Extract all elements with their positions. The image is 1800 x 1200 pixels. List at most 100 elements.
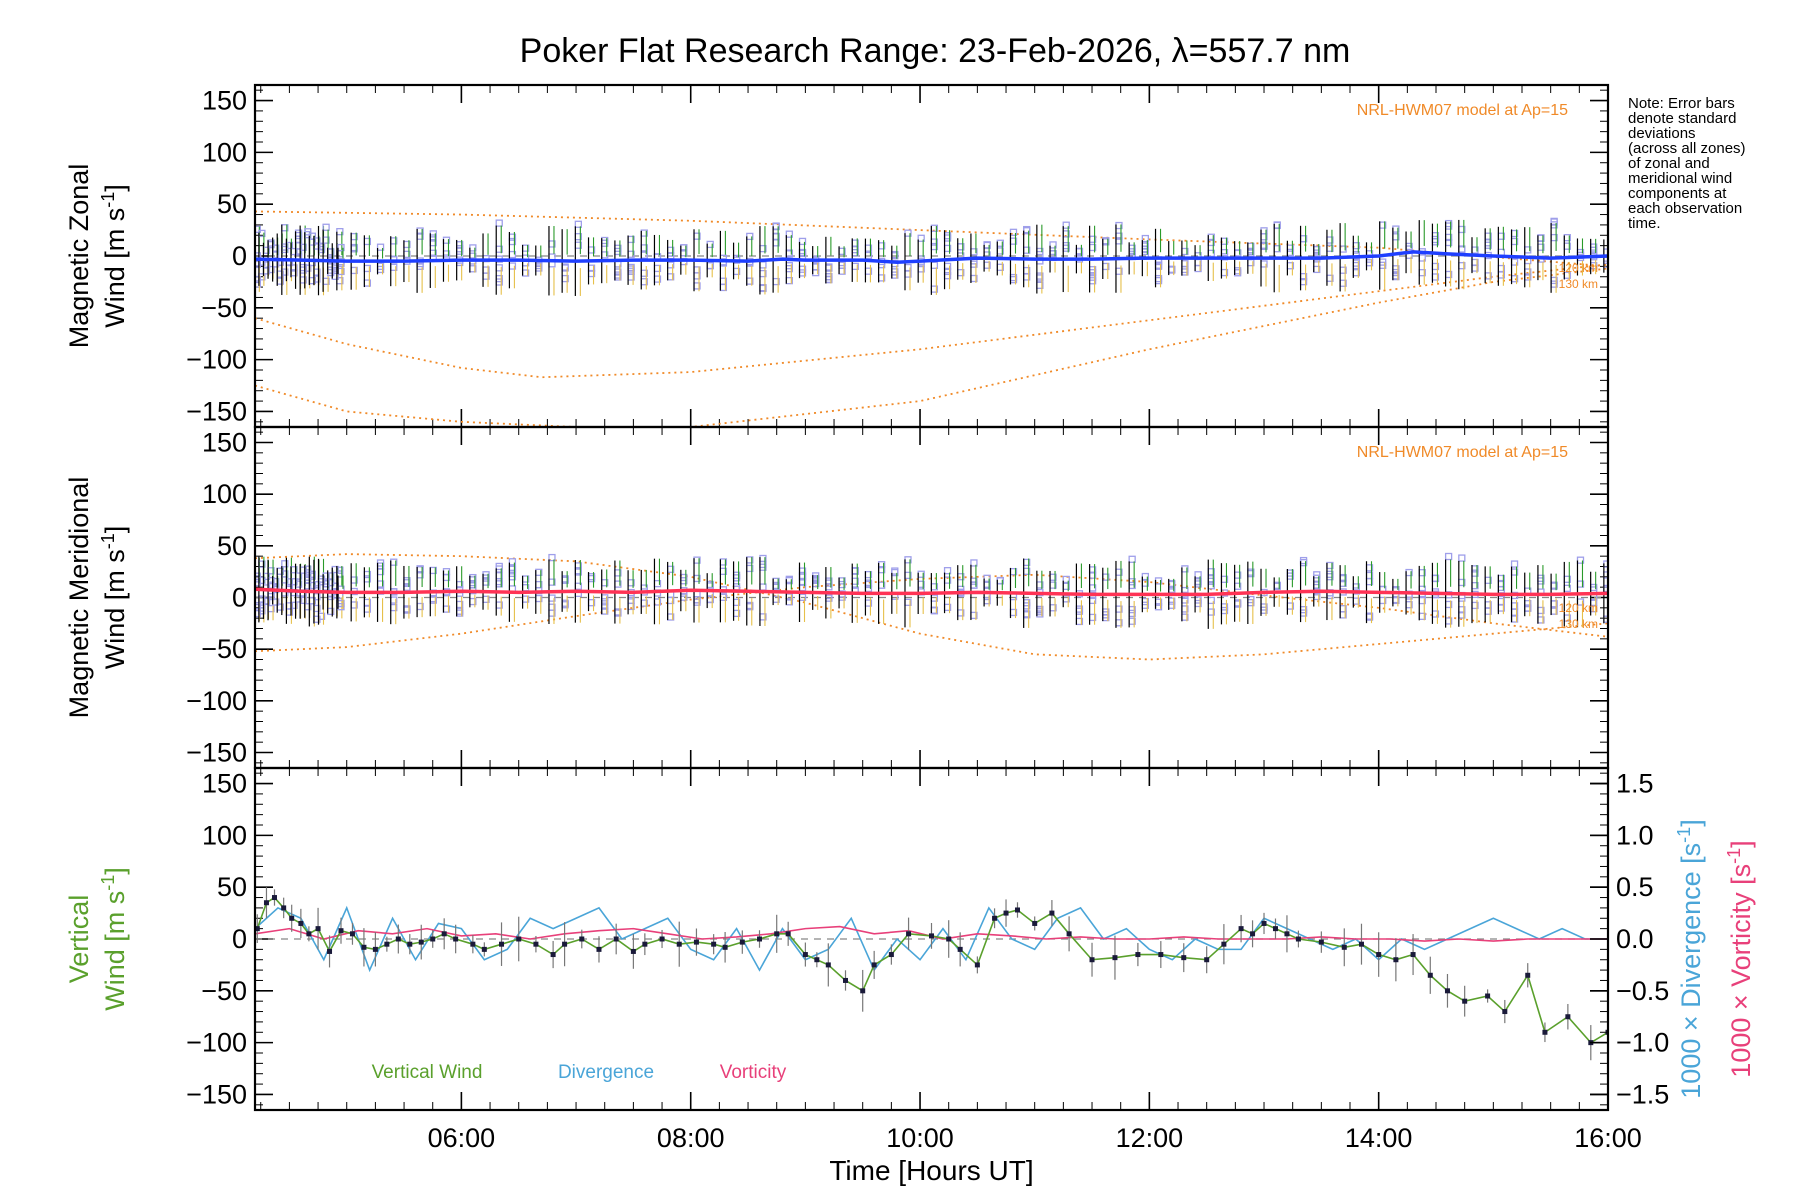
- zone-wind-point: [376, 243, 385, 251]
- vertical-wind-point: [888, 952, 894, 958]
- vorticity-axis-label-exponent: -1: [1724, 848, 1744, 864]
- y-tick-label: 0: [232, 924, 247, 954]
- vertical-wind-point: [1542, 1029, 1548, 1035]
- vertical-wind-point: [613, 936, 619, 942]
- y-tick-label: 0: [232, 583, 247, 613]
- vertical-wind-point: [1358, 941, 1364, 947]
- vertical-wind-point: [1462, 998, 1468, 1004]
- zone-wind-point: [574, 220, 582, 228]
- zone-wind-point: [255, 260, 261, 269]
- vertical-wind-point: [418, 939, 424, 945]
- vertical-wind-point: [596, 946, 602, 952]
- vertical-wind-point: [757, 936, 763, 942]
- x-axis-label: Time [Hours UT]: [829, 1155, 1033, 1186]
- vertical-wind-point: [315, 926, 321, 932]
- vertical-wind-point: [1272, 926, 1278, 932]
- right-axis-tick-label: 1.0: [1616, 820, 1654, 850]
- zone-wind-point: [1049, 241, 1057, 249]
- vertical-wind-point: [289, 915, 295, 921]
- panel-plot-area: [255, 552, 1608, 661]
- vertical-wind-panel: 150 100 50 0 −50 −100 −150 1.5 1.0 0.5 0.0 −0.5 −1.0…: [64, 766, 1756, 1112]
- vertical-wind-point: [1393, 957, 1399, 963]
- meridional-wind-panel: 150 100 50 0 −50 −100 −150 NRL-HWM07 model at A…: [64, 425, 1610, 770]
- y-axis-label: Magnetic Zonal Wind [m s-1]: [64, 164, 130, 349]
- vorticity-axis-label-bracket: ]: [1726, 840, 1756, 848]
- vertical-wind-point: [992, 915, 998, 921]
- note-line: of zonal and: [1628, 155, 1710, 172]
- y-tick-label: 150: [202, 769, 247, 799]
- vorticity-axis-label-text: 1000 × Vorticity [s-1]: [1724, 840, 1756, 1077]
- vertical-wind-point: [1066, 931, 1072, 937]
- y-label-word: Wind: [100, 259, 130, 328]
- y-label-exponent: -1: [98, 192, 118, 208]
- y-tick-label: 50: [217, 531, 247, 561]
- vertical-wind-point: [1135, 952, 1141, 958]
- panel-plot-area: [255, 210, 1608, 427]
- vertical-wind-point: [361, 944, 367, 950]
- y-axis-label-line1: Magnetic Meridional: [64, 477, 94, 719]
- vertical-wind-point: [550, 952, 556, 958]
- vertical-wind-point: [946, 936, 952, 942]
- vertical-wind-point: [802, 952, 808, 958]
- zone-wind-point: [495, 219, 503, 227]
- vertical-wind-point: [384, 941, 390, 947]
- vertical-wind-point: [1158, 952, 1164, 958]
- vertical-wind-point: [1525, 972, 1531, 978]
- legend: Vertical Wind Divergence Vorticity: [372, 1062, 787, 1083]
- vertical-wind-point: [430, 936, 436, 942]
- x-tick-label: 16:00: [1574, 1123, 1642, 1153]
- model-altitude-label: 130 km: [1559, 617, 1598, 631]
- note-line: (across all zones): [1628, 140, 1746, 157]
- vertical-wind-point: [372, 946, 378, 952]
- legend-entry: Divergence: [558, 1062, 654, 1083]
- zone-wind-point: [1299, 556, 1308, 565]
- vertical-wind-point: [1485, 993, 1491, 999]
- vertical-wind-point: [722, 944, 728, 950]
- note-line: components at: [1628, 185, 1727, 202]
- vertical-wind-point: [453, 936, 459, 942]
- time-axis: 06:00 08:00 10:00 12:00 14:00 16:00 Time [Hour…: [428, 1123, 1642, 1186]
- y-label-exponent: -1: [98, 533, 118, 549]
- vertical-wind-point: [533, 941, 539, 947]
- vertical-wind-point: [957, 946, 963, 952]
- y-tick-label: 150: [202, 86, 247, 116]
- vertical-wind-line: [256, 896, 1608, 1044]
- vertical-wind-point: [281, 905, 287, 911]
- zone-wind-point: [1062, 221, 1070, 229]
- vertical-wind-point: [739, 939, 745, 945]
- vertical-wind-point: [1341, 944, 1347, 950]
- zone-wind-point: [304, 228, 312, 236]
- vertical-wind-point: [441, 931, 447, 937]
- vertical-wind-point: [843, 977, 849, 983]
- vorticity-axis-label-main: 1000 × Vorticity: [1726, 885, 1756, 1078]
- vertical-wind-point: [711, 941, 717, 947]
- vertical-wind-point: [1112, 955, 1118, 961]
- vertical-wind-point: [407, 941, 413, 947]
- y-label-unit: [m s: [100, 549, 130, 600]
- hwm07-model-curve: [255, 553, 1608, 661]
- zone-wind-point: [1576, 556, 1585, 564]
- zone-wind-point: [1009, 228, 1018, 236]
- vertical-wind-point: [825, 962, 831, 968]
- y-axis-label-line2: Wind [m s-1]: [98, 867, 130, 1011]
- y-tick-label: −100: [186, 1028, 247, 1058]
- zone-wind-point: [548, 553, 556, 562]
- zone-wind-point: [970, 559, 978, 567]
- y-tick-label: −50: [201, 293, 247, 323]
- vertical-wind-point: [1204, 957, 1210, 963]
- vorticity-axis-label: 1000 × Vorticity [s-1]: [1724, 840, 1756, 1077]
- zone-wind-point: [798, 237, 807, 246]
- zone-wind-point: [759, 261, 767, 269]
- vertical-wind-point: [814, 957, 820, 963]
- zone-wind-point: [1141, 234, 1149, 243]
- vertical-wind-point: [1238, 926, 1244, 932]
- y-tick-label: −50: [201, 976, 247, 1006]
- y-axis-label-line2: Wind [m s-1]: [98, 526, 130, 670]
- right-axis-tick-label: −1.0: [1616, 1028, 1669, 1058]
- vertical-wind-point: [974, 962, 980, 968]
- vertical-wind-point: [774, 931, 780, 937]
- vertical-wind-point: [338, 928, 344, 934]
- vertical-wind-point: [1427, 972, 1433, 978]
- x-tick-label: 14:00: [1345, 1123, 1413, 1153]
- vertical-wind-point: [1410, 952, 1416, 958]
